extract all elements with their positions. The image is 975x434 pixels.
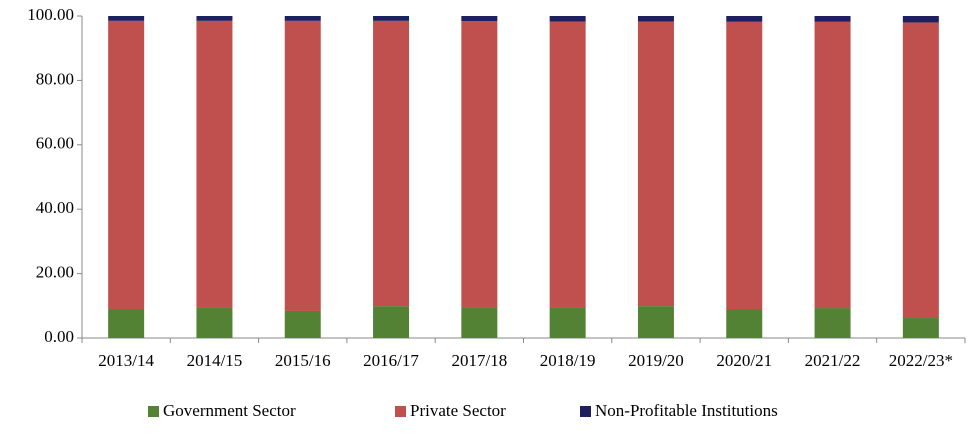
y-tick-label: 20.00 xyxy=(36,263,74,282)
legend-label: Non-Profitable Institutions xyxy=(595,401,778,420)
bar-segment xyxy=(726,309,763,338)
x-tick-label: 2017/18 xyxy=(451,351,507,370)
bar-segment xyxy=(637,16,674,22)
bar-segment xyxy=(461,16,498,22)
bar-segment xyxy=(814,308,851,338)
bar-segment xyxy=(284,310,321,338)
legend-swatch xyxy=(580,406,591,417)
x-tick-label: 2022/23* xyxy=(889,351,953,370)
bar-segment xyxy=(373,20,410,307)
legend-label: Government Sector xyxy=(163,401,296,420)
x-tick-label: 2019/20 xyxy=(628,351,684,370)
bar-segment xyxy=(108,309,145,338)
bar-segment xyxy=(108,20,145,310)
bar-segment xyxy=(814,16,851,22)
bar-segment xyxy=(902,22,939,319)
x-tick-label: 2018/19 xyxy=(540,351,596,370)
bar-segment xyxy=(814,21,851,309)
bar-segment xyxy=(196,16,233,21)
x-tick-label: 2016/17 xyxy=(363,351,419,370)
bar-segment xyxy=(196,20,233,308)
x-tick-label: 2020/21 xyxy=(716,351,772,370)
bar-segment xyxy=(196,307,233,338)
x-tick-label: 2021/22 xyxy=(805,351,861,370)
bar-segment xyxy=(284,16,321,21)
y-tick-label: 40.00 xyxy=(36,198,74,217)
bar-segment xyxy=(461,21,498,308)
bar-segment xyxy=(637,306,674,338)
bar-segment xyxy=(902,16,939,23)
bar-segment xyxy=(902,318,939,338)
bar-segment xyxy=(549,307,586,338)
bar-segment xyxy=(726,16,763,22)
bar-segment xyxy=(726,21,763,310)
legend-swatch xyxy=(395,406,406,417)
bar-segment xyxy=(549,16,586,22)
legend-label: Private Sector xyxy=(410,401,506,420)
bar-segment xyxy=(637,21,674,307)
bar-segment xyxy=(373,306,410,338)
bar-segment xyxy=(284,20,321,311)
bar-segment xyxy=(373,16,410,21)
x-tick-label: 2013/14 xyxy=(98,351,154,370)
y-tick-label: 80.00 xyxy=(36,69,74,88)
y-tick-label: 60.00 xyxy=(36,134,74,153)
legend-swatch xyxy=(148,406,159,417)
y-tick-label: 0.00 xyxy=(44,327,74,346)
bar-segment xyxy=(108,16,145,21)
y-tick-label: 100.00 xyxy=(27,5,74,24)
x-tick-label: 2014/15 xyxy=(187,351,243,370)
bar-segment xyxy=(549,21,586,308)
bar-segment xyxy=(461,307,498,338)
x-tick-label: 2015/16 xyxy=(275,351,331,370)
